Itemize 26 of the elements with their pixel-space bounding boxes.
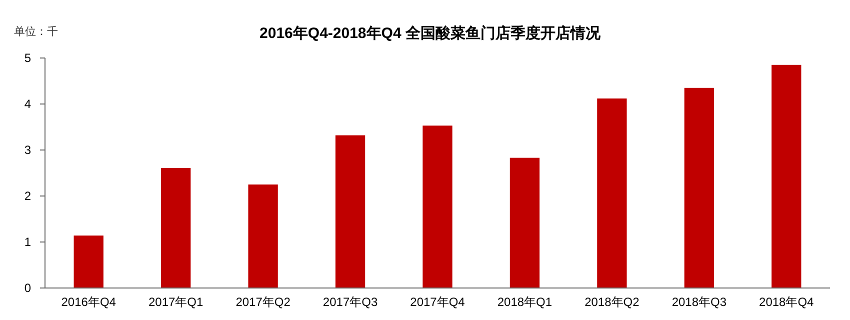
- y-tick-label: 3: [24, 143, 32, 158]
- x-tick-label: 2017年Q4: [410, 295, 466, 309]
- bar: [248, 184, 278, 288]
- y-tick-label: 1: [24, 235, 32, 250]
- x-tick-label: 2017年Q3: [322, 295, 378, 309]
- x-tick-label: 2016年Q4: [61, 295, 116, 309]
- y-tick-label: 2: [24, 189, 32, 204]
- bar: [74, 236, 104, 288]
- bar: [684, 88, 714, 288]
- y-tick-label: 5: [24, 51, 32, 66]
- y-axis-title: 单位：千: [14, 25, 58, 38]
- bar: [422, 126, 452, 288]
- x-tick-label: 2018年Q3: [672, 295, 727, 309]
- x-tick-label: 2017年Q1: [148, 295, 204, 309]
- x-tick-label: 2018年Q2: [584, 295, 640, 309]
- bar: [161, 168, 191, 288]
- bar: [335, 135, 366, 288]
- x-tick-label: 2017年Q2: [236, 295, 291, 309]
- y-tick-label: 4: [24, 97, 32, 112]
- chart-title: 2016年Q4-2018年Q4 全国酸菜鱼门店季度开店情况: [260, 24, 602, 42]
- x-tick-label: 2018年Q4: [759, 295, 814, 309]
- bar: [772, 64, 802, 288]
- bar: [510, 158, 540, 288]
- bar: [597, 98, 627, 288]
- x-tick-label: 2018年Q1: [497, 295, 552, 309]
- y-tick-label: 0: [24, 281, 32, 296]
